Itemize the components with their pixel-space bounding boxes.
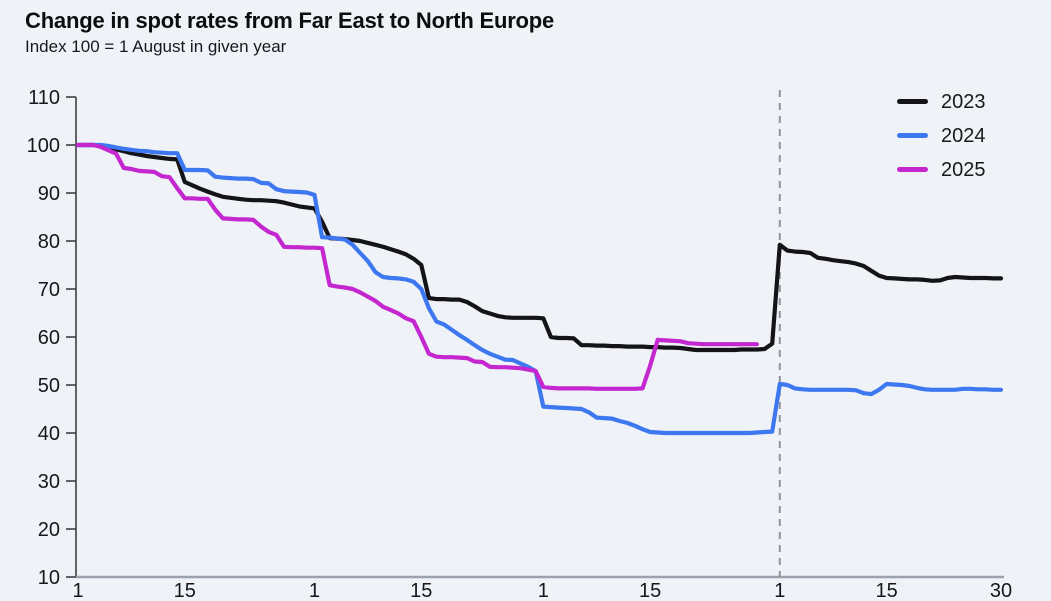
legend-item-2024: 2024 xyxy=(897,123,986,148)
y-axis-tick-label: 10 xyxy=(38,567,60,589)
y-axis-tick-label: 50 xyxy=(38,375,60,397)
legend-item-2025: 2025 xyxy=(897,157,986,182)
y-axis-tick-label: 60 xyxy=(38,327,60,349)
y-axis-tick-label: 30 xyxy=(38,471,60,493)
x-axis-tick-label: 15 xyxy=(410,580,432,601)
legend-swatch-2025 xyxy=(897,167,928,172)
y-axis-tick-label: 80 xyxy=(38,231,60,253)
series-line-2024 xyxy=(75,142,1004,436)
x-axis-tick-label: 1 xyxy=(309,580,320,601)
y-axis-tick-label: 70 xyxy=(38,279,60,301)
legend-swatch-2023 xyxy=(897,99,928,104)
y-axis-tick-label: 100 xyxy=(27,135,60,157)
x-axis-tick-label: 1 xyxy=(774,580,785,601)
legend-label-2025: 2025 xyxy=(941,158,986,181)
x-axis-tick-label: 15 xyxy=(639,580,661,601)
chart-legend: 2023 2024 2025 xyxy=(897,89,986,182)
legend-swatch-2024 xyxy=(897,133,928,138)
y-axis-tick-label: 40 xyxy=(38,423,60,445)
series-line-2023 xyxy=(75,142,1004,353)
legend-item-2023: 2023 xyxy=(897,89,986,114)
chart-title: Change in spot rates from Far East to No… xyxy=(25,8,555,33)
legend-label-2024: 2024 xyxy=(941,124,986,147)
x-axis-tick-label: 1 xyxy=(72,580,83,601)
x-axis-tick-label: 30 xyxy=(990,580,1012,601)
x-axis-tick-label: 15 xyxy=(875,580,897,601)
chart-subtitle: Index 100 = 1 August in given year xyxy=(25,37,287,56)
series-line-2025 xyxy=(75,142,760,391)
x-axis-tick-label: 1 xyxy=(538,580,549,601)
legend-label-2023: 2023 xyxy=(941,90,986,113)
y-axis-tick-label: 20 xyxy=(38,519,60,541)
y-axis-tick-label: 110 xyxy=(28,87,60,109)
y-axis-tick-label: 90 xyxy=(38,183,60,205)
x-axis-tick-label: 15 xyxy=(174,580,196,601)
